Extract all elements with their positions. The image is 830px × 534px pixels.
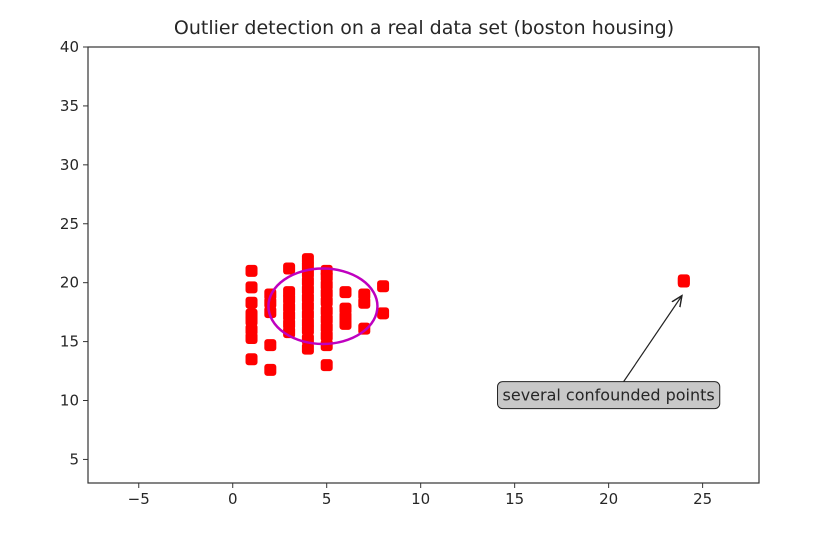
annotation-arrow [623,296,682,382]
data-point [245,296,258,309]
x-tick-label: 25 [693,490,712,508]
y-tick-label: 15 [60,333,79,351]
x-tick-label: −5 [128,490,150,508]
x-tick-label: 10 [411,490,430,508]
y-tick-label: 10 [60,392,79,410]
annotation-text: several confounded points [503,386,715,405]
data-point [339,286,352,299]
covariance-ellipse [267,267,379,346]
y-tick-label: 25 [60,215,79,233]
data-point [320,339,333,352]
data-point [320,359,333,372]
data-point [264,363,277,376]
data-point [301,253,314,266]
data-point [245,353,258,366]
data-point [245,308,258,321]
chart-title: Outlier detection on a real data set (bo… [174,17,674,39]
y-tick-label: 40 [60,38,79,56]
data-point [320,304,333,317]
x-tick-label: 20 [599,490,618,508]
x-tick-label: 5 [322,490,332,508]
data-point [245,323,258,336]
annotation-box [497,381,721,410]
y-tick-label: 20 [60,274,79,292]
data-point [245,264,258,277]
data-point [283,262,296,275]
data-point [245,281,258,294]
data-point [320,264,333,277]
data-point [377,280,390,293]
y-tick-label: 30 [60,156,79,174]
y-tick-label: 35 [60,97,79,115]
y-tick-label: 5 [69,450,79,468]
data-point [358,288,371,301]
plot-area [87,46,760,484]
data-point [377,307,390,320]
data-point [264,339,277,352]
data-point [283,286,296,299]
data-point [677,275,690,288]
x-tick-label: 15 [505,490,524,508]
x-tick-label: 0 [228,490,238,508]
data-point [301,342,314,355]
data-point [339,302,352,315]
